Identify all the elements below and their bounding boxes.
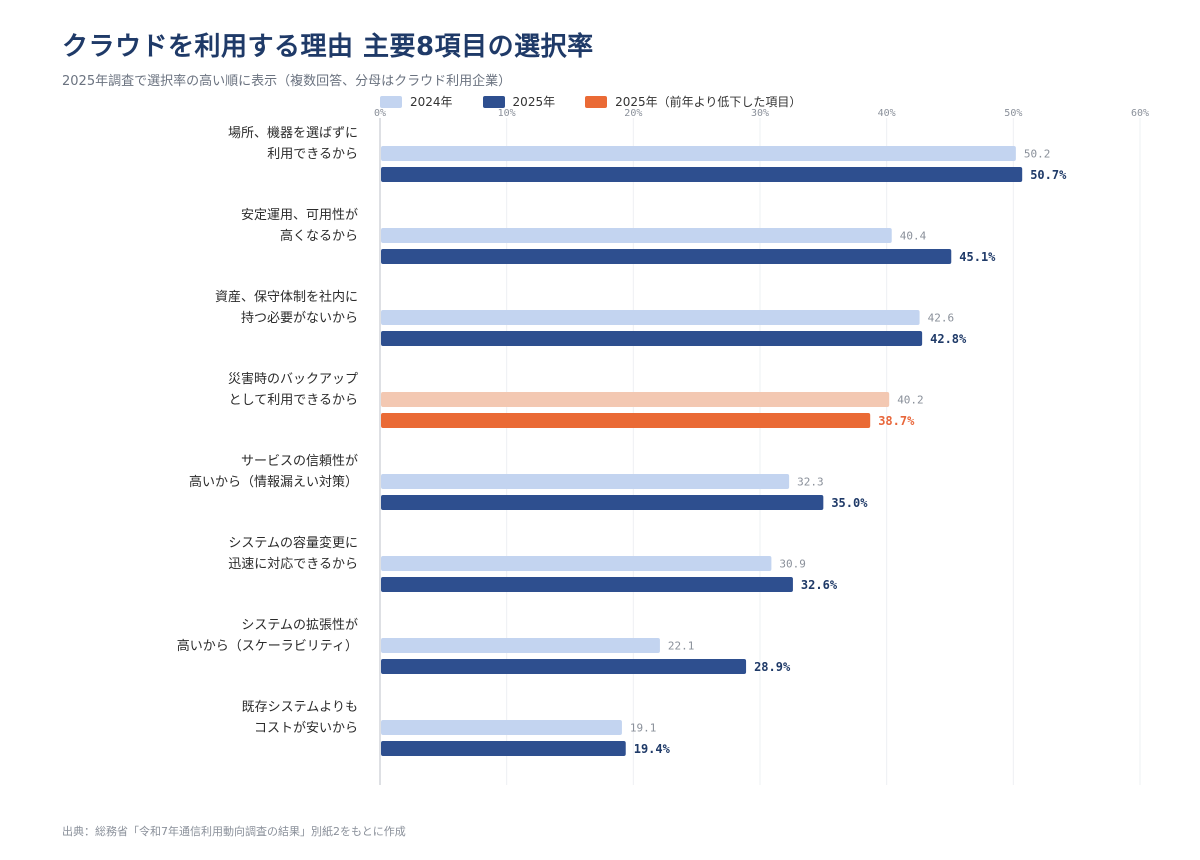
legend-label-2025-decline: 2025年（前年より低下した項目）: [615, 95, 802, 109]
category-label: システムの容量変更に: [228, 535, 358, 551]
bar-2024: [381, 146, 1016, 161]
value-label-2024: 22.1: [668, 640, 695, 653]
value-label-2024: 50.2: [1024, 148, 1051, 161]
chart-title: クラウドを利用する理由 主要8項目の選択率: [62, 32, 594, 62]
value-labels: 50.2 50.7% 40.4 45.1% 42.6 42.8% 40.2 38.7% 32.3…: [630, 148, 1067, 757]
legend: 2024年 2025年 2025年（前年より低下した項目）: [380, 93, 831, 110]
category-label: 高いから（スケーラビリティ）: [177, 638, 358, 654]
category-label: 持つ必要がないから: [241, 311, 358, 326]
value-label-2025: 45.1%: [959, 250, 996, 264]
legend-label-2025: 2025年: [512, 95, 556, 109]
bar-2024: [381, 310, 920, 325]
x-tick-label: 0%: [374, 108, 386, 119]
category-label: 利用できるから: [267, 147, 358, 162]
category-label: 場所、機器を選ばずに: [228, 126, 358, 141]
value-label-2024: 32.3: [797, 476, 824, 489]
category-labels: 場所、機器を選ばずに利用できるから安定運用、可用性が高くなるから資産、保守体制を…: [177, 126, 358, 736]
value-label-2024: 40.4: [900, 230, 927, 243]
legend-swatch-2025-decline: [585, 95, 608, 108]
bar-2025: [381, 249, 952, 264]
value-label-2024: 30.9: [779, 558, 806, 571]
bar-2024: [381, 720, 622, 735]
x-tick-labels: 0% 10% 20% 30% 40% 50% 60%: [374, 108, 1149, 119]
bars: [381, 146, 1023, 756]
value-label-2025: 42.8%: [930, 332, 967, 346]
legend-swatch-2025: [482, 95, 505, 108]
bar-2024: [381, 392, 890, 407]
category-label: 高いから（情報漏えい対策）: [189, 474, 358, 490]
x-tick-label: 30%: [751, 108, 769, 119]
x-tick-label: 10%: [498, 108, 516, 119]
bar-2025: [381, 659, 747, 674]
bar-2024: [381, 556, 772, 571]
bar-2025: [381, 741, 626, 756]
value-label-2025: 35.0%: [831, 496, 868, 510]
chart-subtitle: 2025年調査で選択率の高い順に表示（複数回答、分母はクラウド利用企業）: [62, 74, 512, 89]
value-label-2024: 19.1: [630, 722, 657, 735]
x-tick-label: 60%: [1131, 108, 1149, 119]
value-label-2024: 42.6: [928, 312, 955, 325]
category-label: として利用できるから: [229, 393, 358, 408]
x-tick-label: 20%: [624, 108, 642, 119]
x-tick-label: 40%: [878, 108, 896, 119]
value-label-2025: 19.4%: [634, 742, 671, 756]
bar-2024: [381, 638, 660, 653]
bar-2025: [381, 413, 871, 428]
legend-item-2025: 2025年: [482, 93, 556, 110]
category-label: 災害時のバックアップ: [228, 371, 358, 387]
value-label-2025: 32.6%: [801, 578, 838, 592]
value-label-2025: 50.7%: [1030, 168, 1067, 182]
category-label: コストが安いから: [254, 721, 358, 736]
source-note: 出典：総務省「令和7年通信利用動向調査の結果」別紙2をもとに作成: [62, 825, 406, 838]
value-label-2025: 28.9%: [754, 660, 791, 674]
category-label: 既存システムよりも: [242, 700, 358, 715]
grid-layer: [379, 118, 1141, 785]
value-label-2024: 40.2: [897, 394, 924, 407]
x-tick-label: 50%: [1004, 108, 1022, 119]
bar-2025: [381, 167, 1023, 182]
category-label: システムの拡張性が: [241, 618, 358, 633]
legend-item-2024: 2024年: [380, 93, 453, 110]
bar-2025: [381, 577, 793, 592]
bar-2025: [381, 331, 923, 346]
category-label: 資産、保守体制を社内に: [215, 289, 358, 305]
bar-2025: [381, 495, 824, 510]
bar-2024: [381, 228, 892, 243]
category-label: サービスの信頼性が: [241, 454, 358, 469]
legend-swatch-2024: [380, 95, 402, 108]
category-label: 迅速に対応できるから: [228, 557, 358, 572]
category-label: 高くなるから: [280, 228, 358, 244]
legend-label-2024: 2024年: [410, 95, 453, 109]
category-label: 安定運用、可用性が: [241, 208, 358, 223]
value-label-2025: 38.7%: [878, 414, 915, 428]
bar-2024: [381, 474, 790, 489]
legend-item-2025-decline: 2025年（前年より低下した項目）: [585, 93, 801, 110]
